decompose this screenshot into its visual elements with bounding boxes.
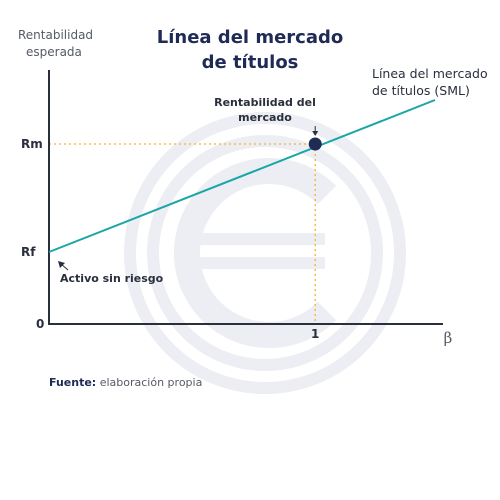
risk-free-label: Activo sin riesgo — [60, 272, 164, 285]
market-point — [308, 137, 322, 151]
y-tick-zero: 0 — [36, 317, 44, 331]
chart-title-line-2: de títulos — [202, 52, 299, 73]
market-arrowhead — [312, 131, 319, 136]
y-tick-rm: Rm — [21, 137, 43, 151]
market-label-line-1: Rentabilidad del — [214, 96, 316, 109]
chart-title-line-1: Línea del mercado — [157, 27, 344, 48]
sml-series-name-line-2: de títulos (SML) — [372, 83, 470, 98]
risk-free-arrowhead — [58, 261, 65, 268]
sml-series-line — [48, 99, 436, 253]
market-label-line-2: mercado — [238, 111, 292, 124]
x-axis-label: β — [444, 329, 453, 347]
x-tick-one: 1 — [311, 327, 319, 341]
euro-circle-icon — [124, 112, 406, 394]
source-text: elaboración propia — [96, 376, 202, 389]
sml-series-name-line-1: Línea del mercado — [372, 66, 488, 81]
y-axis-label-line-2: esperada — [26, 45, 82, 59]
source-note: Fuente: elaboración propia — [49, 376, 202, 389]
y-axis-label-line-1: Rentabilidad — [18, 28, 93, 42]
source-label: Fuente: — [49, 376, 96, 389]
y-tick-rf: Rf — [21, 245, 36, 259]
